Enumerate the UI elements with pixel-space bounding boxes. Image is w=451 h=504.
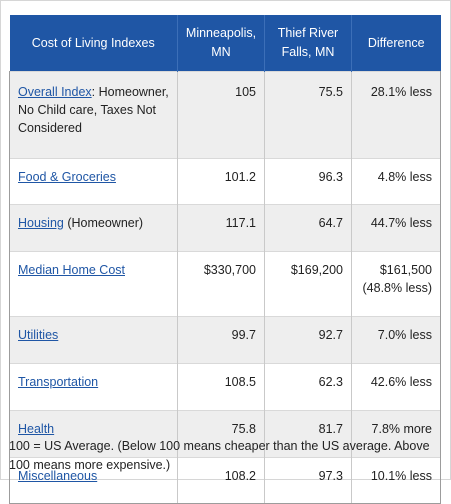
header-difference: Difference xyxy=(351,15,441,72)
row-label: Food & Groceries xyxy=(9,158,178,205)
difference-value: 42.6% less xyxy=(351,363,441,411)
table-row: Housing (Homeowner) 117.1 64.7 44.7% les… xyxy=(9,204,441,252)
thief-river-falls-value: 62.3 xyxy=(264,363,352,411)
row-label: Housing (Homeowner) xyxy=(9,204,178,252)
thief-river-falls-value: 92.7 xyxy=(264,316,352,364)
difference-value: $161,500 (48.8% less) xyxy=(351,251,441,317)
median-home-cost-link[interactable]: Median Home Cost xyxy=(18,263,125,277)
thief-river-falls-value: 81.7 xyxy=(264,410,352,458)
thief-river-falls-value: 96.3 xyxy=(264,158,352,205)
table-header-row: Cost of Living Indexes Minneapolis, MN T… xyxy=(9,15,441,72)
row-label: Transportation xyxy=(9,363,178,411)
header-minneapolis: Minneapolis, MN xyxy=(177,15,265,72)
header-thief-river-falls: Thief River Falls, MN xyxy=(264,15,352,72)
minneapolis-value: 75.8 xyxy=(177,410,265,458)
row-label: Overall Index: Homeowner, No Child care,… xyxy=(9,71,178,159)
table-row: Transportation 108.5 62.3 42.6% less xyxy=(9,363,441,411)
overall-index-link[interactable]: Overall Index xyxy=(18,85,92,99)
table-row: Overall Index: Homeowner, No Child care,… xyxy=(9,71,441,159)
minneapolis-value: 99.7 xyxy=(177,316,265,364)
row-label: Utilities xyxy=(9,316,178,364)
utilities-link[interactable]: Utilities xyxy=(18,328,59,342)
header-cost-of-living-indexes: Cost of Living Indexes xyxy=(9,15,178,72)
food-groceries-link[interactable]: Food & Groceries xyxy=(18,170,116,184)
minneapolis-value: 105 xyxy=(177,71,265,159)
cost-of-living-table: Cost of Living Indexes Minneapolis, MN T… xyxy=(9,15,441,504)
difference-value: 7.0% less xyxy=(351,316,441,364)
transportation-link[interactable]: Transportation xyxy=(18,375,99,389)
difference-percent: (48.8% less) xyxy=(362,281,432,295)
row-label: Median Home Cost xyxy=(9,251,178,317)
minneapolis-value: $330,700 xyxy=(177,251,265,317)
table-row: Food & Groceries 101.2 96.3 4.8% less xyxy=(9,158,441,205)
difference-value: 7.8% more xyxy=(351,410,441,458)
health-link[interactable]: Health xyxy=(18,422,55,436)
minneapolis-value: 117.1 xyxy=(177,204,265,252)
row-label-rest: (Homeowner) xyxy=(63,216,144,230)
difference-amount: $161,500 xyxy=(379,263,432,277)
difference-value: 28.1% less xyxy=(351,71,441,159)
housing-link[interactable]: Housing xyxy=(18,216,64,230)
minneapolis-value: 101.2 xyxy=(177,158,265,205)
difference-value: 44.7% less xyxy=(351,204,441,252)
row-label: Health xyxy=(9,410,178,458)
table-row: Health 75.8 81.7 7.8% more xyxy=(9,410,441,458)
table-row: Median Home Cost $330,700 $169,200 $161,… xyxy=(9,251,441,317)
table-row: Utilities 99.7 92.7 7.0% less xyxy=(9,316,441,364)
minneapolis-value: 108.5 xyxy=(177,363,265,411)
thief-river-falls-value: $169,200 xyxy=(264,251,352,317)
difference-value: 4.8% less xyxy=(351,158,441,205)
thief-river-falls-value: 75.5 xyxy=(264,71,352,159)
thief-river-falls-value: 64.7 xyxy=(264,204,352,252)
footnote: 100 = US Average. (Below 100 means cheap… xyxy=(9,439,430,472)
row-label-rest: : Homeowner, No Child care, Taxes Not Co… xyxy=(18,85,169,135)
